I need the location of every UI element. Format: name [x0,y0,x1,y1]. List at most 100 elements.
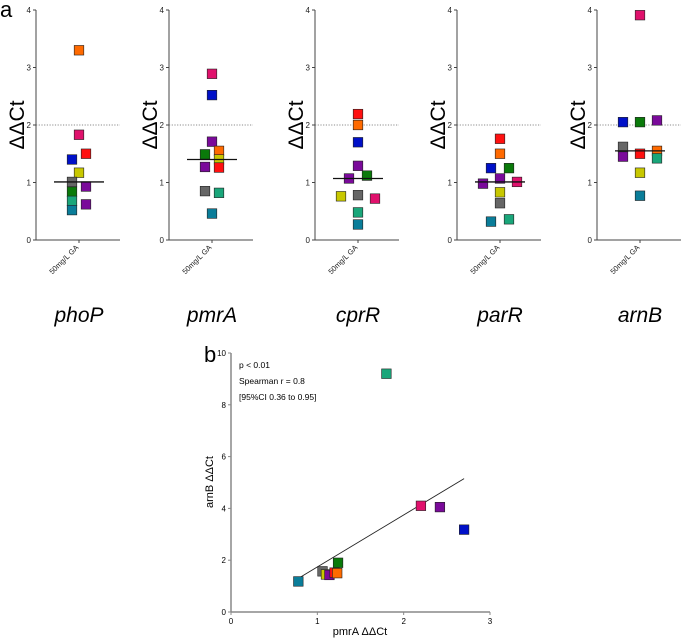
data-point [199,186,211,197]
y-tick-label: 0 [306,236,311,245]
y-tick-label: 1 [160,179,165,188]
data-point [494,173,506,184]
data-point [415,500,427,511]
data-point [206,136,218,147]
data-point [206,68,218,79]
data-point [617,141,629,152]
data-point [494,148,506,159]
data-point [80,199,92,210]
y-axis-label: ΔΔCt [427,100,450,149]
y-tick-label: 3 [588,64,593,73]
data-point [434,502,446,513]
data-point [485,163,497,174]
y-tick-label: 4 [588,6,593,15]
y-tick-label: 6 [222,453,227,462]
data-point [459,524,470,535]
gene-label: parR [476,304,523,327]
y-tick-label: 0 [27,236,32,245]
data-point [634,190,646,201]
gene-label: phoP [53,304,103,327]
data-point [477,178,489,189]
y-tick-label: 3 [306,64,311,73]
data-point [199,149,211,160]
data-point [651,153,663,164]
x-category-label: 50mg/L GA [326,243,359,276]
data-point [651,115,663,126]
y-tick-label: 3 [160,64,165,73]
data-point [352,160,364,171]
data-point [352,190,364,201]
data-point [494,187,506,198]
data-point [503,214,515,225]
annotation: p < 0.01 [239,360,270,370]
data-point [352,219,364,230]
data-point [332,557,344,568]
data-point [634,167,646,178]
y-tick-label: 0 [160,236,165,245]
y-tick-label: 2 [160,121,165,130]
data-point [369,193,381,204]
x-tick-label: 1 [315,617,320,626]
y-tick-label: 2 [27,121,32,130]
x-category-label: 50mg/L GA [468,243,501,276]
data-point [213,145,225,156]
data-point [66,186,78,197]
data-point [617,151,629,162]
y-tick-label: 0 [588,236,593,245]
data-point [634,117,646,128]
x-axis-label: pmrA ΔΔCt [333,626,387,638]
data-point [503,163,515,174]
data-point [361,170,373,181]
data-point [206,208,218,219]
data-point [332,568,343,579]
y-tick-label: 4 [448,6,453,15]
data-point [335,191,347,202]
data-point [352,119,364,131]
y-tick-label: 0 [222,608,227,617]
y-tick-label: 3 [448,64,453,73]
data-point [66,205,78,216]
x-tick-label: 0 [229,617,234,626]
data-point [485,216,497,227]
y-tick-label: 2 [448,121,453,130]
y-tick-label: 3 [27,64,32,73]
data-point [381,368,392,379]
data-point [66,195,78,206]
y-tick-label: 2 [588,121,593,130]
x-tick-label: 2 [401,617,406,626]
y-tick-label: 1 [448,179,453,188]
data-point [73,167,85,178]
gene-label: pmrA [186,304,237,327]
y-tick-label: 4 [306,6,311,15]
panel-label-b: b [204,342,216,367]
data-point [293,576,304,587]
data-point [634,148,646,159]
y-tick-label: 2 [222,556,227,565]
panel-label-a: a [0,0,13,22]
y-axis-label: ΔΔCt [139,100,162,149]
y-tick-label: 4 [222,504,227,513]
y-tick-label: 1 [306,179,311,188]
y-axis-label: ΔΔCt [567,100,590,149]
data-point [80,181,92,192]
y-tick-label: 4 [27,6,32,15]
x-category-label: 50mg/L GA [180,243,213,276]
data-point [352,207,364,218]
data-point [352,137,364,148]
gene-label: arnB [618,304,662,327]
data-point [73,129,85,140]
gene-label: cprR [336,304,380,327]
x-category-label: 50mg/L GA [47,243,80,276]
x-category-label: 50mg/L GA [608,243,641,276]
data-point [206,89,218,101]
y-axis-label: ΔΔCt [6,100,29,149]
data-point [617,117,629,128]
data-point [73,45,85,56]
data-point [199,161,211,173]
y-tick-label: 2 [306,121,311,130]
y-tick-label: 8 [222,401,227,410]
data-point [213,187,225,198]
y-axis-label: arnB ΔΔCt [204,456,216,508]
y-tick-label: 10 [217,349,226,358]
